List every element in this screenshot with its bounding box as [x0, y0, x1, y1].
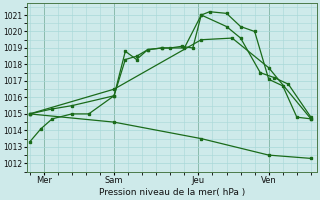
X-axis label: Pression niveau de la mer( hPa ): Pression niveau de la mer( hPa )	[99, 188, 245, 197]
